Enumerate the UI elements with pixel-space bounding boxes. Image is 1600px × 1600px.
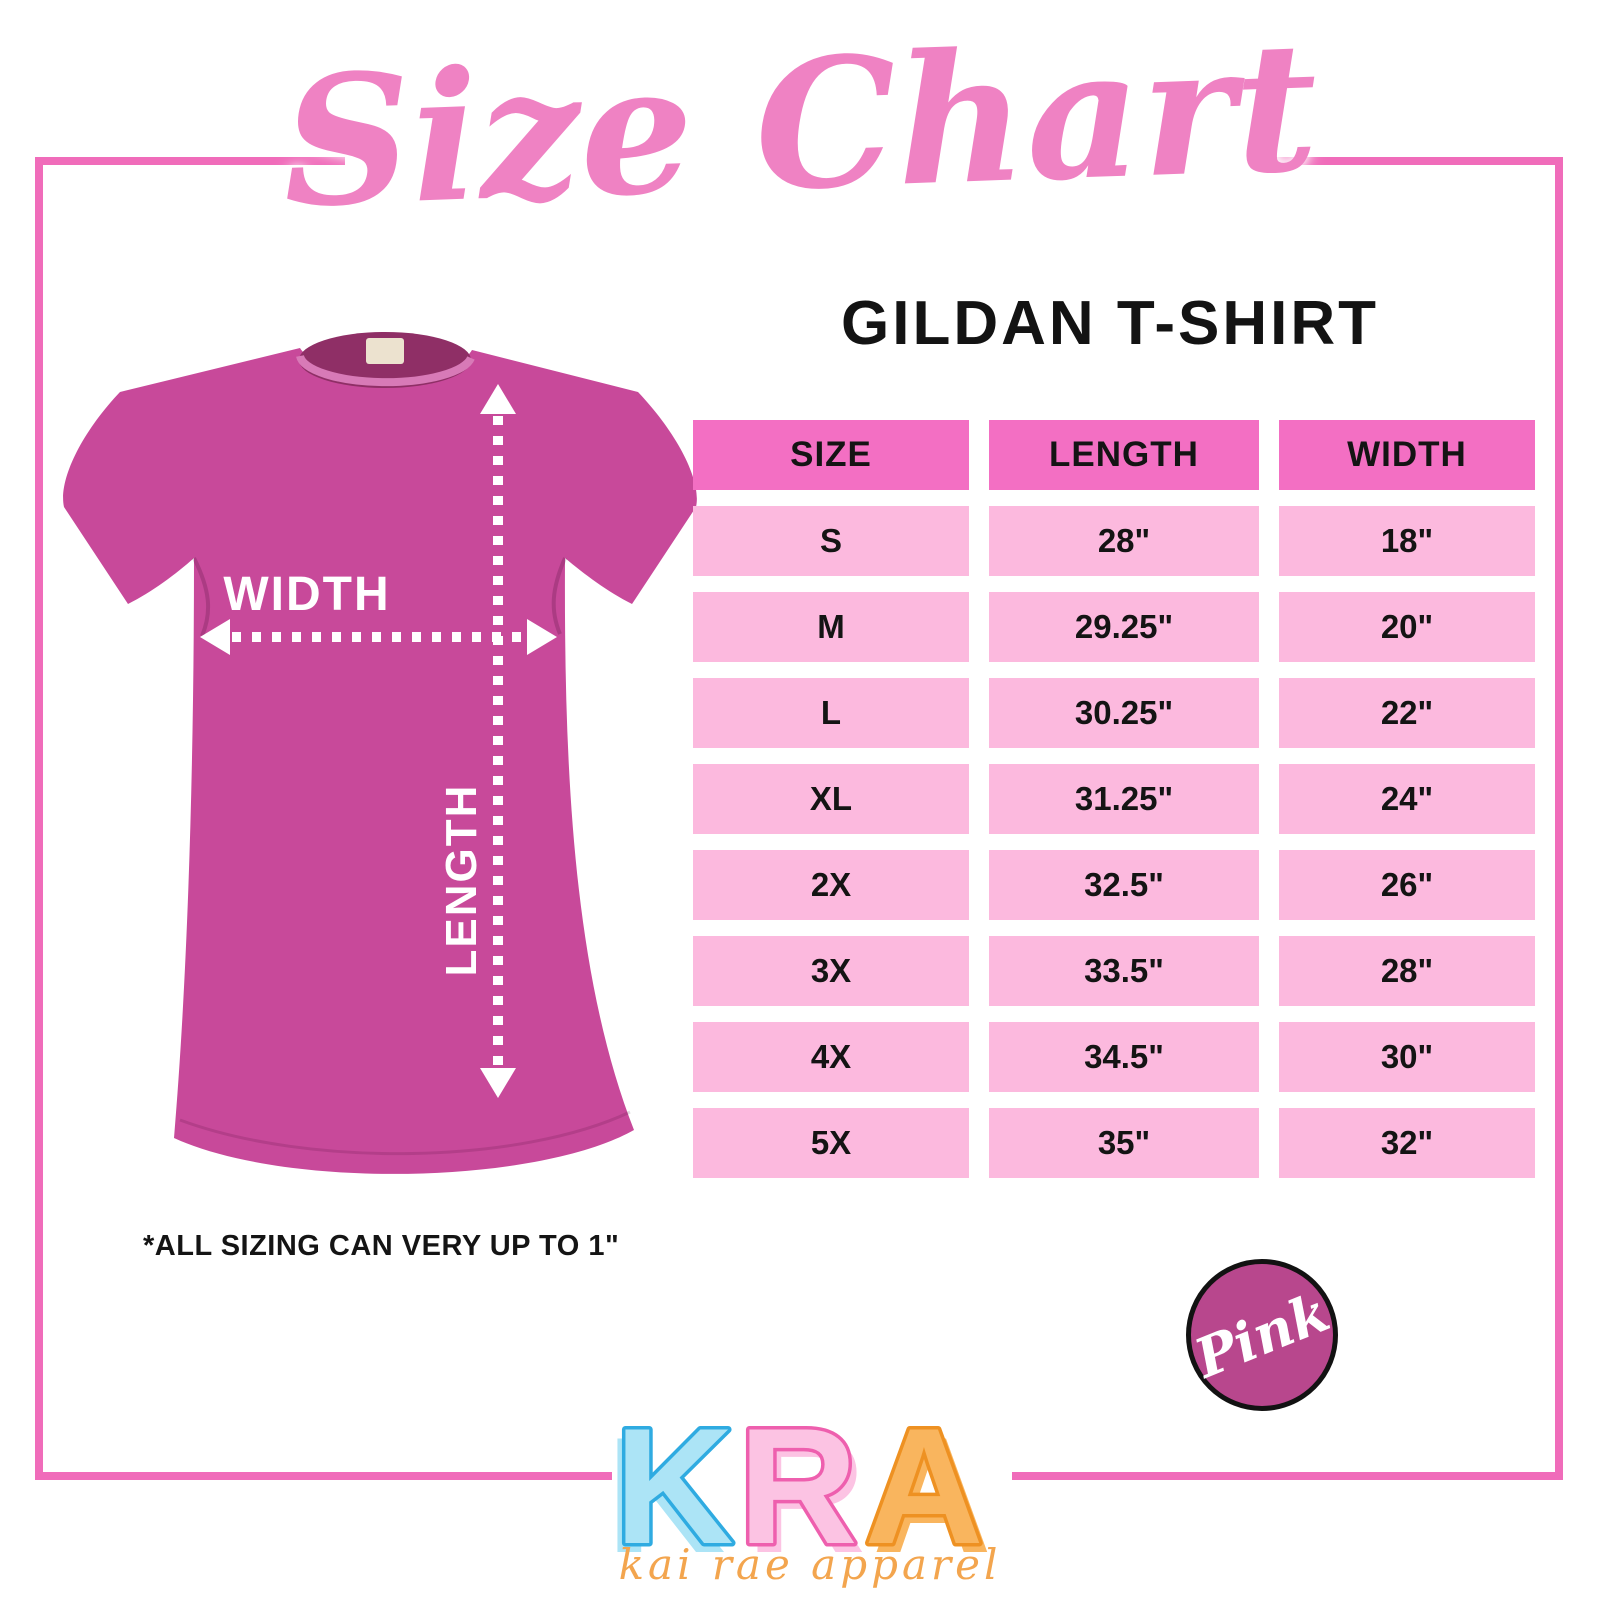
shirt-width-label: WIDTH xyxy=(223,568,390,621)
column-header: SIZE xyxy=(693,420,969,490)
logo-letter-k-shadow: K xyxy=(606,1403,725,1565)
value-cell: 28" xyxy=(1279,936,1535,1006)
logo-letter-a: A xyxy=(864,1394,983,1565)
value-cell: 18" xyxy=(1279,506,1535,576)
product-heading: GILDAN T-SHIRT xyxy=(841,289,1379,358)
logo-letter-r: R xyxy=(738,1394,857,1565)
size-cell: M xyxy=(693,592,969,662)
size-cell: 3X xyxy=(693,936,969,1006)
length-arrow-bottom-head xyxy=(480,1068,516,1098)
value-cell: 29.25" xyxy=(989,592,1259,662)
size-cell: 5X xyxy=(693,1108,969,1178)
size-cell: 2X xyxy=(693,850,969,920)
value-cell: 26" xyxy=(1279,850,1535,920)
value-cell: 24" xyxy=(1279,764,1535,834)
left-sleeve-seam xyxy=(192,557,211,637)
kra-logo: K R A K R A xyxy=(606,1391,991,1566)
logo-letter-r-shadow: R xyxy=(746,1403,865,1565)
length-arrow-top-head xyxy=(480,384,516,414)
color-badge-label: Pink xyxy=(1186,1279,1338,1391)
width-arrow-left-head xyxy=(200,619,230,655)
size-cell: XL xyxy=(693,764,969,834)
value-cell: 31.25" xyxy=(989,764,1259,834)
value-cell: 30" xyxy=(1279,1022,1535,1092)
value-cell: 30.25" xyxy=(989,678,1259,748)
column-header: LENGTH xyxy=(989,420,1259,490)
value-cell: 35" xyxy=(989,1108,1259,1178)
value-cell: 20" xyxy=(1279,592,1535,662)
value-cell: 32.5" xyxy=(989,850,1259,920)
frame-gap-behind-title xyxy=(345,143,1250,177)
tshirt-illustration: WIDTH LENGTH xyxy=(63,332,697,1174)
color-badge: Pink xyxy=(1186,1259,1338,1411)
size-cell: L xyxy=(693,678,969,748)
value-cell: 32" xyxy=(1279,1108,1535,1178)
shirt-collar-tag xyxy=(366,338,404,364)
shirt-length-label: LENGTH xyxy=(437,784,486,977)
width-arrow-right-head xyxy=(527,619,557,655)
tshirt-body xyxy=(63,348,697,1174)
size-cell: 4X xyxy=(693,1022,969,1092)
size-cell: S xyxy=(693,506,969,576)
page-title: Size Chart xyxy=(279,2,1321,247)
logo-letter-a-shadow: A xyxy=(872,1403,991,1565)
right-sleeve-seam xyxy=(551,557,567,635)
value-cell: 34.5" xyxy=(989,1022,1259,1092)
tshirt-collar-band xyxy=(296,354,475,387)
sizing-note: *ALL SIZING CAN VERY UP TO 1" xyxy=(143,1230,620,1262)
value-cell: 22" xyxy=(1279,678,1535,748)
logo-letter-k: K xyxy=(614,1394,733,1565)
value-cell: 33.5" xyxy=(989,936,1259,1006)
logo-tagline: kai rae apparel xyxy=(618,1540,1002,1589)
value-cell: 28" xyxy=(989,506,1259,576)
size-table: SIZE LENGTH WIDTH S 28" 18" M 29.25" 20" L 30.25" 2… xyxy=(693,420,1535,1178)
frame-gap-behind-logo xyxy=(612,1453,1012,1501)
column-header: WIDTH xyxy=(1279,420,1535,490)
hem-stitch xyxy=(179,1110,631,1156)
